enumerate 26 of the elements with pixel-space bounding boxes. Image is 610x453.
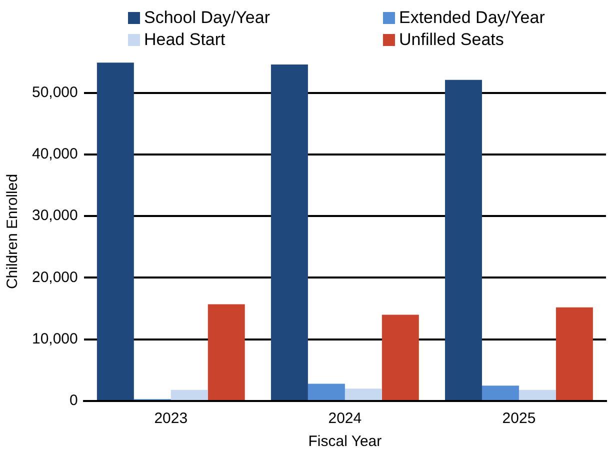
y-tick-label: 30,000 [32, 207, 78, 224]
bar [208, 304, 245, 400]
x-axis-title: Fiscal Year [308, 433, 382, 450]
legend-label: Unfilled Seats [399, 30, 504, 50]
bar [270, 64, 308, 400]
y-tick-label: 20,000 [32, 268, 78, 286]
y-tick-label: 50,000 [32, 84, 78, 101]
y-axis-title: Children Enrolled [4, 174, 22, 290]
bar [518, 390, 556, 400]
bar [344, 388, 382, 400]
bar [445, 80, 482, 400]
legend-label: Extended Day/Year [399, 8, 545, 28]
bar [382, 314, 419, 400]
x-tick-label: 2023 [154, 410, 188, 428]
x-tick-label: 2024 [328, 410, 362, 428]
y-tick-label: 40,000 [32, 146, 78, 163]
bar [308, 384, 345, 400]
bar [170, 390, 208, 400]
bar [482, 386, 519, 400]
legend-label: School Day/Year [144, 8, 270, 28]
legend-label: Head Start [144, 30, 226, 50]
y-tick-label: 10,000 [32, 330, 78, 348]
bar [96, 62, 134, 400]
x-tick-label: 2025 [502, 410, 536, 428]
y-tick-label: 0 [70, 392, 78, 410]
bar [556, 307, 593, 400]
